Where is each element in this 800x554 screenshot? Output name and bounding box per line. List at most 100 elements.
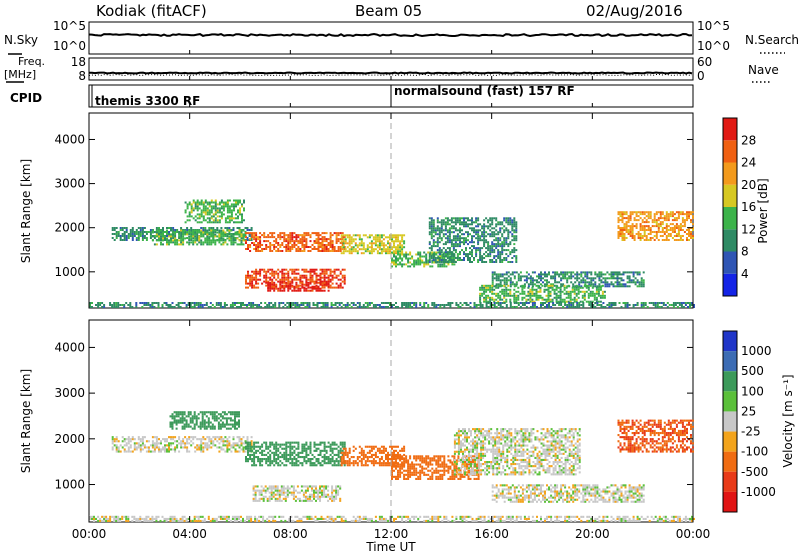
heatmap-cell <box>305 460 308 463</box>
heatmap-cell <box>321 236 324 239</box>
heatmap-cell <box>501 259 504 261</box>
heatmap-cell <box>325 280 328 283</box>
heatmap-cell <box>230 213 233 216</box>
heatmap-cell <box>501 275 504 278</box>
heatmap-cell <box>436 227 439 230</box>
heatmap-cell <box>641 229 644 231</box>
heatmap-cell <box>233 217 235 220</box>
heatmap-cell <box>269 462 272 465</box>
heatmap-cell <box>319 443 322 446</box>
heatmap-cell <box>495 306 498 308</box>
heatmap-cell <box>331 278 334 281</box>
heatmap-cell <box>190 211 193 214</box>
heatmap-cell <box>548 273 550 276</box>
heatmap-cell <box>521 284 524 287</box>
heatmap-cell <box>483 253 486 256</box>
heatmap-cell <box>287 276 290 279</box>
heatmap-cell <box>435 304 438 306</box>
heatmap-cell <box>348 250 351 253</box>
heatmap-cell <box>160 239 162 241</box>
heatmap-cell <box>374 234 377 237</box>
heatmap-cell <box>495 273 498 276</box>
heatmap-cell <box>187 411 190 414</box>
heatmap-cell <box>257 242 260 244</box>
heatmap-cell <box>261 453 264 456</box>
heatmap-cell <box>245 232 247 235</box>
heatmap-cell <box>529 290 532 293</box>
heatmap-cell <box>582 281 585 284</box>
heatmap-cell <box>247 445 249 448</box>
heatmap-cell <box>610 273 613 276</box>
heatmap-cell <box>465 247 467 250</box>
heatmap-cell <box>115 448 118 451</box>
heatmap-cell <box>182 438 185 441</box>
heatmap-cell <box>266 304 269 306</box>
heatmap-cell <box>527 277 530 280</box>
heatmap-cell <box>686 219 688 222</box>
heatmap-cell <box>573 286 576 289</box>
heatmap-cell <box>376 234 379 237</box>
heatmap-cell <box>232 229 235 231</box>
heatmap-cell <box>555 298 558 301</box>
heatmap-cell <box>289 238 292 241</box>
heatmap-cell <box>200 221 203 224</box>
heatmap-cell <box>195 423 198 426</box>
heatmap-cell <box>489 251 492 254</box>
heatmap-cell <box>580 279 583 282</box>
heatmap-cell <box>501 223 504 226</box>
heatmap-cell <box>283 284 286 287</box>
heatmap-cell <box>190 440 193 443</box>
heatmap-cell <box>234 423 236 426</box>
heatmap-cell <box>158 239 160 242</box>
heatmap-cell <box>419 263 422 266</box>
heatmap-cell <box>255 451 258 454</box>
heatmap-cell <box>584 271 587 274</box>
heatmap-cell <box>315 460 318 463</box>
heatmap-cell <box>321 460 324 463</box>
heatmap-cell <box>271 234 274 237</box>
heatmap-cell <box>673 217 676 220</box>
heatmap-cell <box>559 294 562 297</box>
heatmap-cell <box>436 221 439 224</box>
heatmap-cell <box>187 425 190 428</box>
heatmap-cell <box>567 284 570 287</box>
heatmap-cell <box>339 238 342 241</box>
heatmap-cell <box>277 289 280 292</box>
heatmap-cell <box>608 283 611 286</box>
heatmap-cell <box>210 239 213 242</box>
heatmap-cell <box>250 440 253 443</box>
heatmap-cell <box>463 239 465 242</box>
heatmap-cell <box>576 273 579 276</box>
heatmap-cell <box>289 458 292 461</box>
heatmap-cell <box>561 300 564 303</box>
heatmap-cell <box>630 271 633 274</box>
heatmap-cell <box>360 240 363 243</box>
heatmap-cell <box>238 413 240 416</box>
heatmap-cell <box>211 427 214 430</box>
heatmap-cell <box>501 247 504 250</box>
heatmap-cell <box>214 221 217 224</box>
heatmap-cell <box>475 233 478 236</box>
heatmap-cell <box>551 300 554 303</box>
heatmap-cell <box>220 205 223 208</box>
heatmap-cell <box>301 250 304 252</box>
heatmap-cell <box>191 302 194 304</box>
heatmap-cell <box>121 304 124 306</box>
heatmap-cell <box>202 450 205 453</box>
heatmap-cell <box>364 250 367 253</box>
heatmap-cell <box>547 284 550 287</box>
heatmap-cell <box>186 237 189 239</box>
heatmap-cell <box>305 242 308 244</box>
heatmap-cell <box>354 234 357 237</box>
heatmap-cell <box>610 275 613 278</box>
heatmap-cell <box>663 233 666 235</box>
heatmap-cell <box>505 259 508 261</box>
heatmap-cell <box>499 275 502 278</box>
heatmap-cell <box>515 261 518 263</box>
heatmap-cell <box>397 234 399 237</box>
heatmap-cell <box>293 289 296 292</box>
heatmap-cell <box>224 235 227 237</box>
heatmap-cell <box>562 277 565 280</box>
heatmap-cell <box>395 257 397 260</box>
heatmap-cell <box>681 225 684 228</box>
